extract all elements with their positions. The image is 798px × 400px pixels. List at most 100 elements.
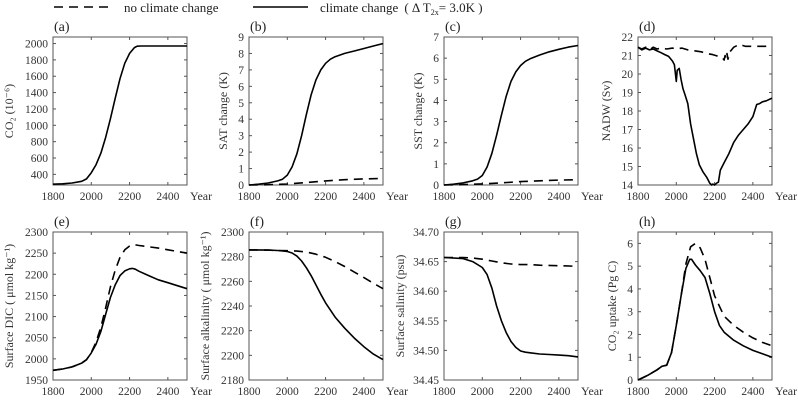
y-axis-label: SAT change (K) bbox=[216, 72, 230, 150]
y-tick-label: 2050 bbox=[25, 333, 48, 345]
x-tick-label: 2400 bbox=[547, 386, 570, 398]
plot-frame bbox=[637, 231, 773, 381]
y-tick-label: 1400 bbox=[25, 88, 48, 100]
panel-c: (c) 1800 2000 2200 2400 Year 0 1 2 3 4 5 6 7 SST chang… bbox=[411, 20, 603, 203]
series-no-climate-change-line bbox=[52, 243, 188, 372]
plot-frame bbox=[637, 36, 773, 186]
y-tick-label: 2300 bbox=[221, 227, 244, 239]
y-tick-label: 400 bbox=[31, 169, 49, 181]
x-tick-label: 2400 bbox=[741, 386, 764, 398]
series-climate-change-line bbox=[637, 46, 773, 186]
x-tick-label: 2200 bbox=[314, 386, 337, 398]
y-tick-label: 34.50 bbox=[413, 345, 439, 357]
y-tick-label: 14 bbox=[622, 180, 634, 192]
y-tick-label: 5 bbox=[433, 74, 439, 86]
y-tick-label: 21 bbox=[622, 51, 634, 63]
y-tick-label: 1 bbox=[238, 164, 244, 176]
y-tick-label: 34.65 bbox=[413, 257, 439, 269]
x-tick-label: 2000 bbox=[276, 386, 299, 398]
series-no-climate-change-line bbox=[637, 43, 772, 61]
x-axis-label: Year bbox=[775, 384, 797, 398]
y-tick-label: 1800 bbox=[25, 55, 48, 67]
x-tick-label: 2200 bbox=[118, 386, 141, 398]
y-tick-label: 2200 bbox=[25, 269, 48, 281]
x-tick-label: 1800 bbox=[627, 386, 650, 398]
x-tick-label: 1800 bbox=[238, 386, 261, 398]
panel-e: (e) 1800 2000 2200 2400 Year 1950 2000 2050 2100 2… bbox=[2, 215, 212, 398]
y-tick-label: 3 bbox=[238, 131, 244, 143]
x-tick-label: 1800 bbox=[433, 386, 456, 398]
x-tick-label: 1800 bbox=[238, 191, 261, 203]
series-no-climate-change-line bbox=[248, 177, 384, 186]
panel-g: (g) 1800 2000 2200 2400 Year 34.45 34.50 34.55 34… bbox=[393, 215, 603, 398]
panel-label: (b) bbox=[250, 20, 267, 35]
series-climate-change-line bbox=[52, 267, 188, 372]
y-tick-label: 2100 bbox=[25, 312, 48, 324]
legend-solid-label: climate change ( Δ T2x= 3.0K ) bbox=[320, 0, 483, 17]
x-tick-label: 1800 bbox=[42, 386, 65, 398]
y-tick-label: 6 bbox=[238, 81, 244, 93]
panel-label: (g) bbox=[445, 215, 462, 230]
y-tick-label: 3 bbox=[627, 307, 633, 319]
y-tick-label: 4 bbox=[627, 284, 633, 296]
y-axis-label: Surface alkalinity ( μmol kg⁻¹) bbox=[198, 232, 212, 381]
series-no-climate-change-line bbox=[444, 256, 579, 268]
y-tick-label: 15 bbox=[622, 162, 634, 174]
x-axis-label: Year bbox=[386, 384, 408, 398]
x-tick-label: 2200 bbox=[118, 191, 141, 203]
y-tick-label: 20 bbox=[622, 69, 634, 81]
y-tick-label: 600 bbox=[31, 153, 49, 165]
x-tick-label: 2400 bbox=[352, 386, 375, 398]
y-tick-label: 2180 bbox=[221, 375, 244, 387]
y-tick-label: 2280 bbox=[221, 252, 244, 264]
x-tick-label: 2000 bbox=[471, 191, 494, 203]
x-tick-label: 2200 bbox=[509, 386, 532, 398]
y-tick-label: 2240 bbox=[221, 301, 244, 313]
y-tick-label: 3 bbox=[433, 117, 439, 129]
y-axis-label: Surface DIC ( μmol kg⁻¹) bbox=[2, 244, 16, 368]
x-tick-label: 1800 bbox=[42, 191, 65, 203]
y-tick-label: 2 bbox=[627, 329, 633, 341]
panels: (a)1800 2000 2200 2400 Year40060080010001200… bbox=[2, 20, 797, 398]
x-axis-label: Year bbox=[775, 189, 797, 203]
series-climate-change-line bbox=[443, 44, 579, 186]
plot-frame bbox=[52, 231, 188, 381]
y-tick-label: 34.70 bbox=[413, 227, 439, 239]
y-tick-label: 1950 bbox=[25, 375, 48, 387]
y-tick-label: 1600 bbox=[25, 71, 48, 83]
legend: no climate change climate change ( Δ T2x=… bbox=[54, 0, 483, 17]
legend-dashed-label: no climate change bbox=[124, 0, 219, 15]
y-tick-label: 34.45 bbox=[413, 375, 439, 387]
y-tick-label: 17 bbox=[622, 125, 634, 137]
y-tick-label: 34.60 bbox=[413, 286, 439, 298]
y-tick-label: 6 bbox=[433, 53, 439, 65]
y-tick-label: 8 bbox=[238, 48, 244, 60]
y-tick-label: 34.55 bbox=[413, 316, 439, 328]
y-axis-label: SST change (K) bbox=[411, 72, 425, 149]
y-tick-label: 2 bbox=[238, 147, 244, 159]
panel-f: (f) 1800 2000 2200 2400 Year 2180 2200 2220 2240 2… bbox=[198, 215, 408, 398]
series-climate-change-line bbox=[443, 256, 579, 358]
y-tick-label: 1000 bbox=[25, 120, 48, 132]
x-axis-label: Year bbox=[386, 189, 408, 203]
y-tick-label: 5 bbox=[238, 98, 244, 110]
y-tick-label: 2 bbox=[433, 138, 439, 150]
x-tick-label: 2400 bbox=[156, 191, 179, 203]
y-tick-label: 7 bbox=[433, 32, 439, 44]
y-tick-label: 2200 bbox=[221, 350, 244, 362]
y-tick-label: 19 bbox=[622, 88, 634, 100]
legend-solid-label-sub: 2x bbox=[431, 8, 439, 17]
x-tick-label: 2200 bbox=[703, 386, 726, 398]
x-tick-label: 2000 bbox=[665, 191, 688, 203]
y-tick-label: 0 bbox=[627, 375, 633, 387]
y-tick-label: 1 bbox=[433, 159, 439, 171]
y-tick-label: 1 bbox=[627, 352, 633, 364]
x-tick-label: 1800 bbox=[433, 191, 456, 203]
series-climate-change-line bbox=[52, 45, 187, 185]
panel-label: (f) bbox=[250, 215, 264, 230]
x-tick-label: 2200 bbox=[703, 191, 726, 203]
series-no-climate-change-line bbox=[248, 249, 384, 290]
y-tick-label: 0 bbox=[433, 180, 439, 192]
y-tick-label: 800 bbox=[31, 137, 49, 149]
